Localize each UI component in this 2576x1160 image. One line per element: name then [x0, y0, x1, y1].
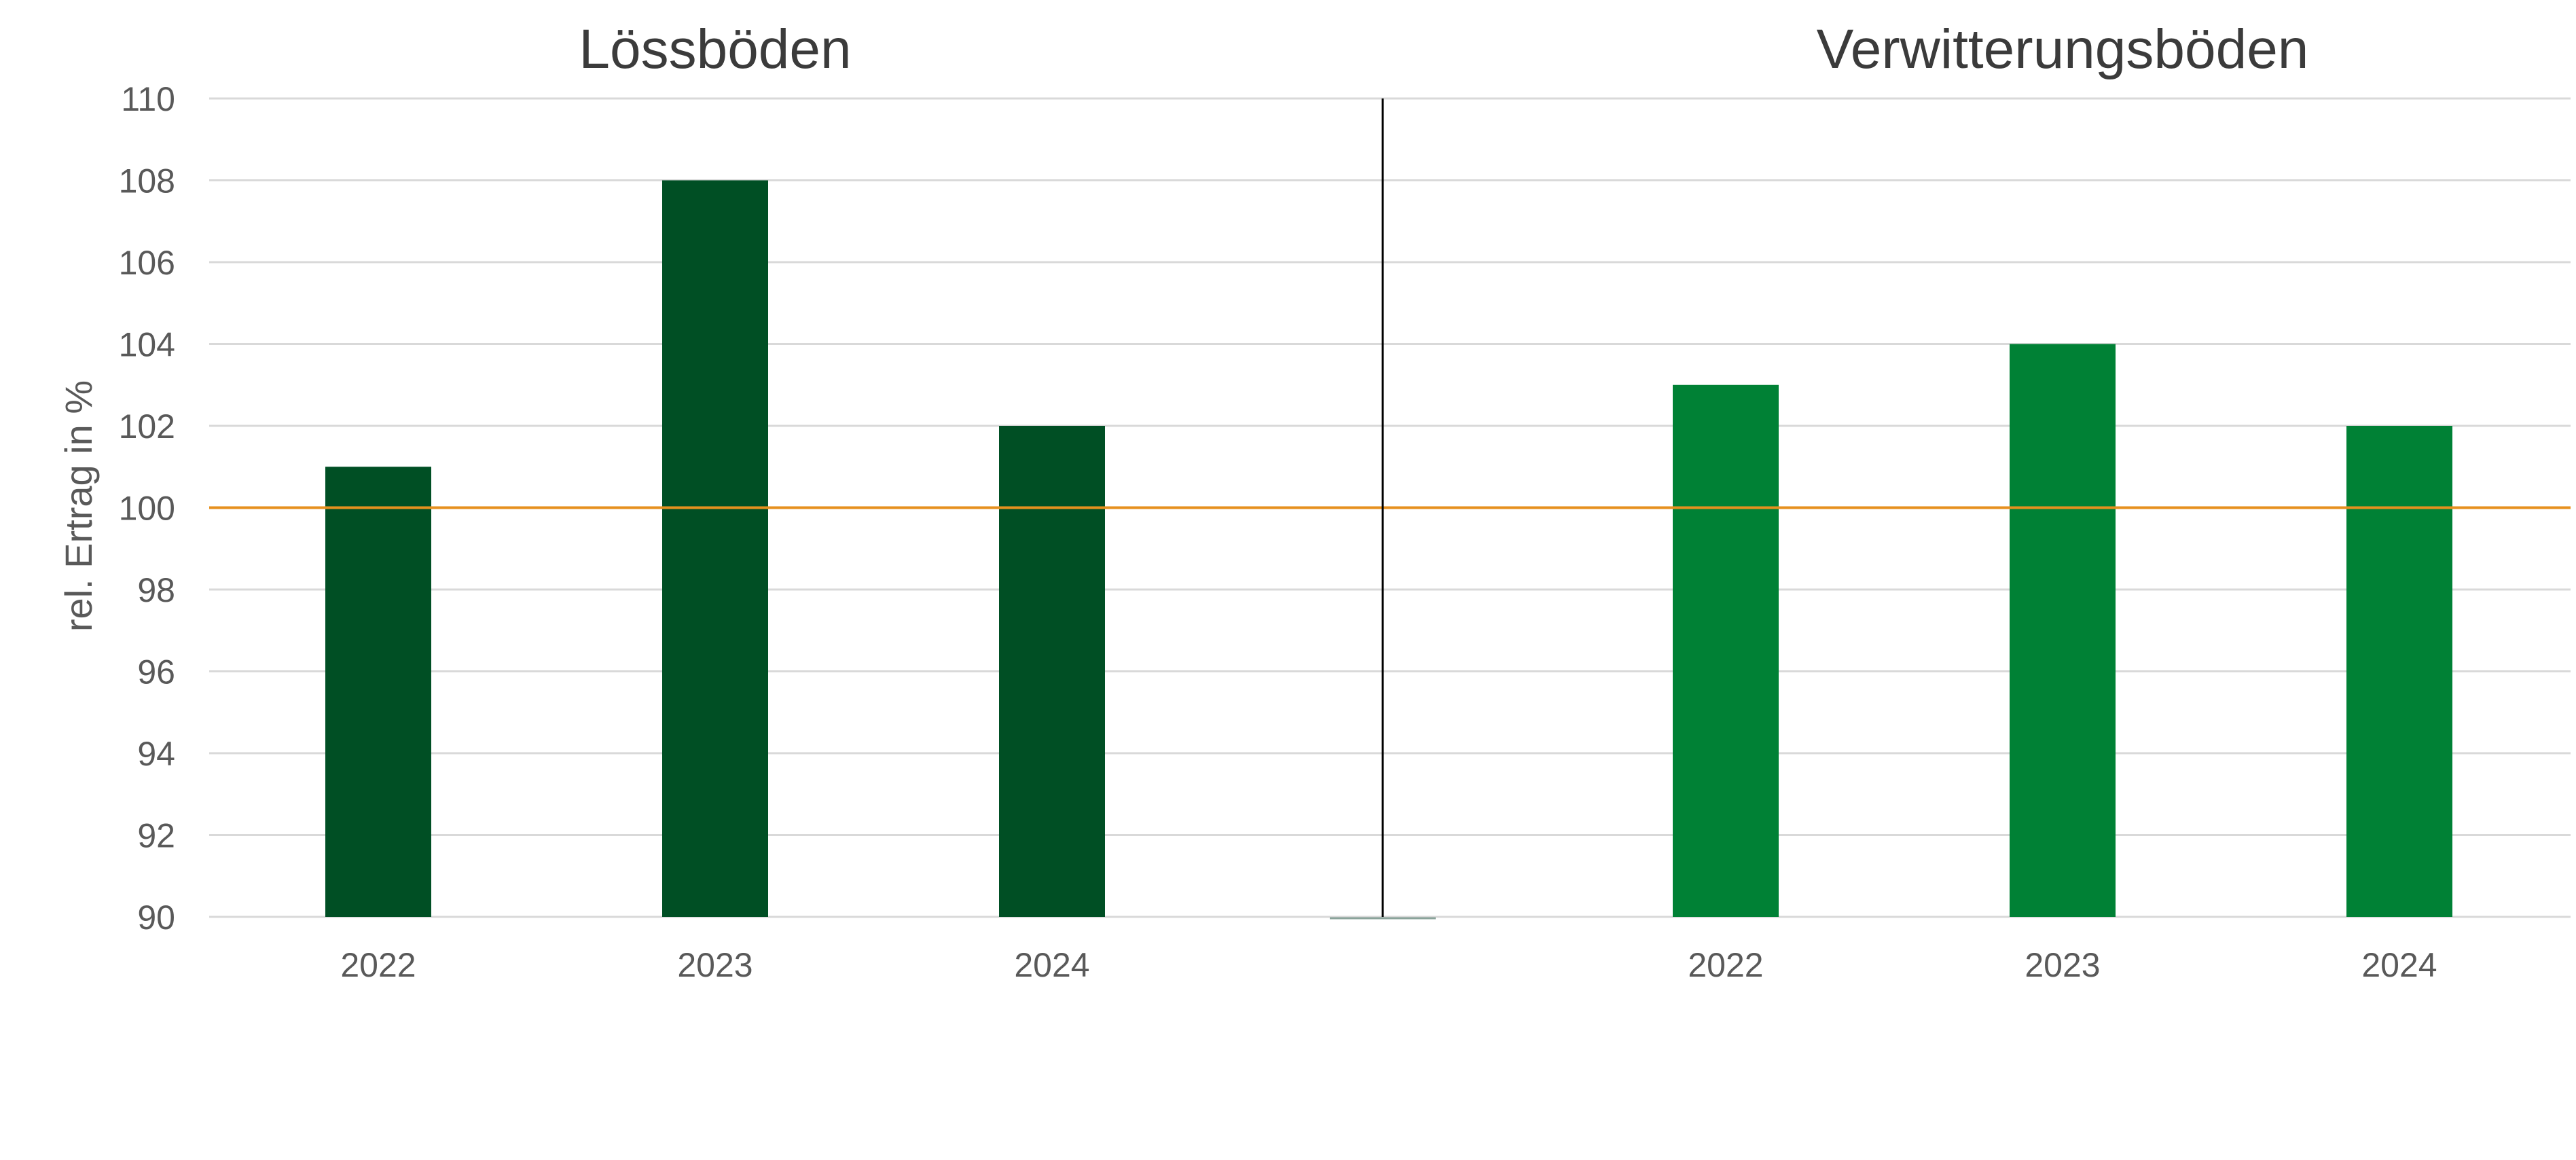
bar: [325, 467, 431, 917]
y-axis-title: rel. Ertrag in %: [57, 380, 100, 632]
panel-title: Lössböden: [579, 18, 851, 80]
panel-titles: Lössböden Verwitterungsböden: [579, 18, 2308, 80]
x-tick-label: 2022: [340, 946, 416, 984]
y-tick-label: 96: [137, 653, 175, 691]
x-tick-label: 2022: [1688, 946, 1763, 984]
x-tick-label: 2023: [2025, 946, 2100, 984]
panel-title: Verwitterungsböden: [1817, 18, 2309, 80]
y-tick-label: 98: [137, 571, 175, 609]
bars: [325, 180, 2452, 917]
y-axis-ticks: 90 92 94 96 98 100 102 104 106 108 110: [119, 80, 175, 937]
x-tick-label: 2024: [1014, 946, 1089, 984]
y-tick-label: 110: [121, 80, 175, 118]
y-tick-label: 100: [119, 490, 175, 528]
y-tick-label: 108: [119, 162, 175, 200]
x-tick-label: 2024: [2361, 946, 2437, 984]
y-tick-label: 92: [137, 817, 175, 855]
x-tick-label: 2023: [677, 946, 752, 984]
y-tick-label: 90: [137, 899, 175, 937]
bar: [2346, 426, 2452, 917]
bar: [999, 426, 1105, 917]
y-tick-label: 106: [119, 244, 175, 282]
y-tick-label: 102: [119, 407, 175, 446]
bar: [2010, 344, 2116, 917]
y-tick-label: 94: [137, 735, 175, 773]
bar: [662, 180, 768, 917]
bar: [1673, 384, 1779, 917]
y-tick-label: 104: [119, 326, 175, 364]
x-axis-ticks: 2022 2023 2024 2022 2023 2024: [340, 946, 2437, 984]
panel-divider-group: [1330, 98, 1436, 920]
